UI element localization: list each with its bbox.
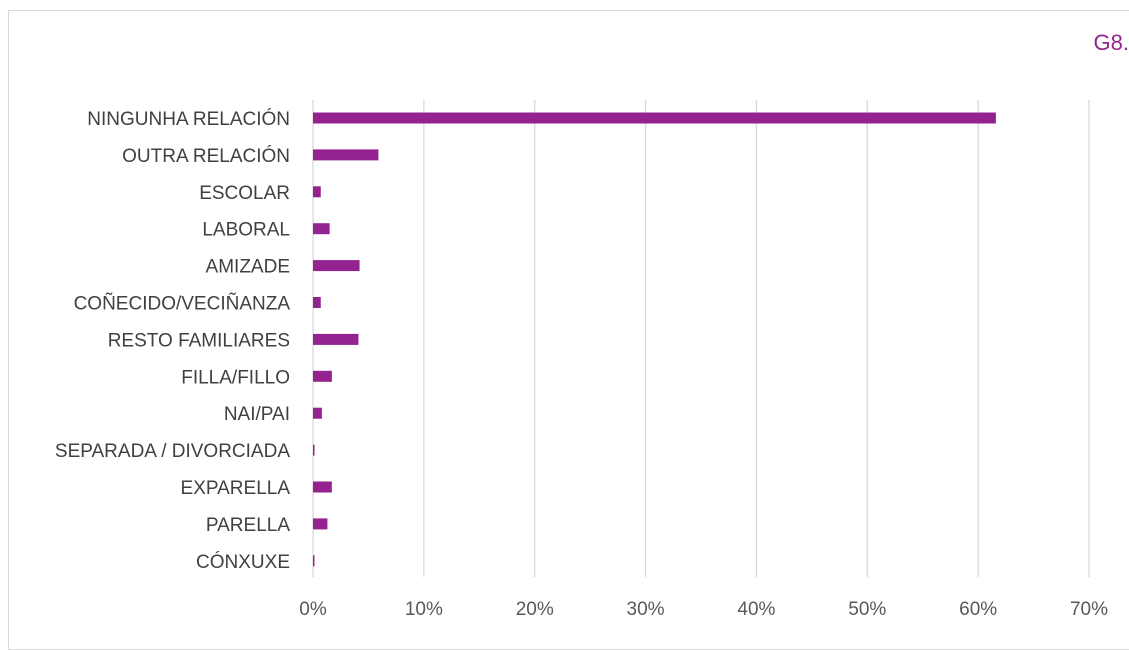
x-tick-label: 0% bbox=[299, 599, 327, 620]
bar bbox=[313, 223, 330, 235]
category-label: NINGUNHA RELACIÓN bbox=[87, 108, 290, 130]
category-label: NAI/PAI bbox=[224, 404, 290, 425]
x-tick-label: 70% bbox=[1070, 599, 1108, 620]
bar bbox=[313, 370, 332, 382]
bar bbox=[313, 333, 359, 345]
category-label: CÓNXUXE bbox=[196, 551, 290, 573]
x-tick-label: 40% bbox=[737, 599, 775, 620]
category-label: AMIZADE bbox=[206, 257, 290, 278]
bar bbox=[313, 186, 321, 198]
category-label: COÑECIDO/VECIÑANZA bbox=[74, 293, 291, 315]
x-tick-label: 50% bbox=[848, 599, 886, 620]
category-label: FILLA/FILLO bbox=[181, 367, 290, 388]
bar bbox=[313, 112, 996, 124]
bar bbox=[313, 297, 321, 308]
category-label: OUTRA RELACIÓN bbox=[122, 145, 290, 167]
bar bbox=[313, 444, 315, 456]
x-tick-label: 30% bbox=[627, 599, 665, 620]
bar-chart: NINGUNHA RELACIÓN OUTRA RELACIÓN ESCOLAR LA… bbox=[55, 100, 1108, 620]
category-label: LABORAL bbox=[202, 220, 290, 241]
bar bbox=[313, 260, 360, 272]
x-tick-label: 10% bbox=[405, 599, 443, 620]
bar bbox=[313, 518, 328, 530]
category-label: SEPARADA / DIVORCIADA bbox=[55, 441, 290, 462]
bars bbox=[313, 112, 996, 567]
bar bbox=[313, 149, 379, 161]
x-tick-label: 20% bbox=[516, 599, 554, 620]
bar bbox=[313, 407, 322, 419]
figure-id-label: G8. bbox=[1093, 30, 1129, 55]
category-label: EXPARELLA bbox=[181, 478, 291, 499]
x-tick-label: 60% bbox=[959, 599, 997, 620]
bar bbox=[313, 481, 332, 493]
bar bbox=[313, 555, 315, 567]
category-label: ESCOLAR bbox=[199, 183, 290, 204]
x-axis-tick-labels: 0% 10% 20% 30% 40% 50% 60% 70% bbox=[299, 599, 1108, 620]
category-labels: NINGUNHA RELACIÓN OUTRA RELACIÓN ESCOLAR LA… bbox=[55, 108, 290, 573]
gridlines bbox=[312, 100, 1090, 577]
category-label: PARELLA bbox=[206, 515, 290, 536]
category-label: RESTO FAMILIARES bbox=[108, 330, 290, 351]
